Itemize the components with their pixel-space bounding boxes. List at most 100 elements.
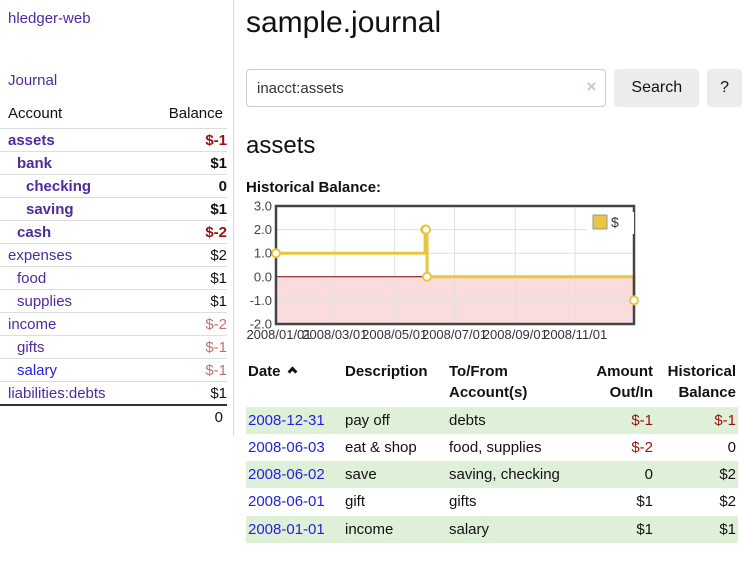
transaction-description: eat & shop	[345, 438, 417, 456]
register-header-balance: Historical Balance	[667, 363, 736, 402]
plot-border	[274, 204, 636, 326]
account-link-saving[interactable]: saving	[26, 201, 74, 218]
accounts-header-balance: Balance	[168, 105, 223, 122]
account-row: gifts $-1	[0, 335, 227, 359]
x-tick-label: 2008/03/01	[302, 327, 367, 342]
account-balance: $-2	[139, 312, 227, 336]
account-balance: $1	[139, 197, 227, 221]
account-row: liabilities:debts $1	[0, 381, 227, 405]
register-header-accounts: To/From Account(s)	[449, 363, 528, 402]
register-row: 2008-06-03 eat & shop food, supplies $-2 0	[246, 434, 738, 461]
help-button[interactable]: ?	[707, 69, 742, 107]
account-link-expenses[interactable]: expenses	[8, 247, 73, 264]
transaction-description: income	[345, 520, 394, 538]
legend-swatch	[592, 214, 608, 230]
account-balance: $1	[139, 151, 227, 175]
transaction-accounts: salary	[449, 520, 490, 538]
data-point	[271, 248, 281, 259]
register-header-description: Description	[345, 363, 428, 380]
transaction-amount: $1	[636, 493, 653, 511]
account-balance: $-2	[139, 220, 227, 244]
register-row: 2008-12-31 pay off debts $-1 $-1	[246, 406, 738, 434]
account-link-liabilities-debts[interactable]: liabilities:debts	[8, 385, 106, 402]
y-tick-label: 2.0	[254, 222, 272, 237]
x-tick-label: 2008/09/01	[483, 327, 548, 342]
register-row: 2008-06-01 gift gifts $1 $2	[246, 488, 738, 515]
account-heading: assets	[246, 132, 316, 159]
transaction-date-link[interactable]: 2008-06-02	[248, 466, 325, 484]
account-row: salary $-1	[0, 358, 227, 382]
account-link-salary[interactable]: salary	[17, 362, 58, 379]
historical-balance-chart[interactable]: $3.0 2.0 1.0 0.0 -1.0 -2.02008/01/012008/03/0…	[246, 201, 642, 345]
y-tick-label: -2.0	[250, 317, 272, 332]
accounts-header-account: Account	[8, 105, 63, 122]
register-row: 2008-01-01 income salary $1 $1	[246, 515, 738, 544]
account-link-supplies[interactable]: supplies	[17, 293, 73, 310]
transaction-date-link[interactable]: 2008-06-01	[248, 493, 325, 511]
account-row: expenses $2	[0, 243, 227, 267]
account-link-cash[interactable]: cash	[17, 224, 52, 241]
y-tick-label: 0.0	[254, 269, 272, 284]
accounts-total-row: 0	[0, 404, 227, 429]
transaction-date-link[interactable]: 2008-12-31	[248, 411, 325, 429]
transaction-description: save	[345, 466, 377, 484]
account-row: saving $1	[0, 197, 227, 221]
transaction-amount: $1	[636, 520, 653, 538]
account-balance: $1	[139, 381, 227, 405]
register-row: 2008-06-02 save saving, checking 0 $2	[246, 461, 738, 489]
search-form: × Search ?	[246, 69, 742, 107]
main-content: sample.journal × Search ? assets Histori…	[246, 0, 742, 544]
legend-label: $	[611, 214, 619, 230]
account-row: food $1	[0, 266, 227, 290]
clear-search-icon[interactable]: ×	[586, 77, 597, 96]
register-table: Date Description To/From Account(s) Amount Ou…	[246, 358, 738, 544]
account-balance: $-1	[139, 128, 227, 152]
account-link-assets[interactable]: assets	[8, 132, 55, 149]
y-tick-label: -1.0	[250, 293, 272, 308]
transaction-amount: $-2	[631, 438, 653, 456]
x-tick-label: 2008/01/01	[246, 327, 311, 342]
account-balance: 0	[139, 174, 227, 198]
account-row: income $-2	[0, 312, 227, 336]
account-link-food[interactable]: food	[17, 270, 47, 287]
transaction-balance: 0	[727, 438, 736, 456]
x-tick-label: 2008/05/01	[362, 327, 427, 342]
account-row: checking 0	[0, 174, 227, 198]
transaction-accounts: gifts	[449, 493, 477, 511]
account-link-bank[interactable]: bank	[17, 155, 53, 172]
transaction-accounts: saving, checking	[449, 466, 560, 484]
app-title-link[interactable]: hledger-web	[8, 10, 91, 27]
account-row: cash $-2	[0, 220, 227, 244]
account-link-checking[interactable]: checking	[26, 178, 92, 195]
account-link-income[interactable]: income	[8, 316, 57, 333]
transaction-balance: $2	[719, 466, 736, 484]
sort-asc-icon	[287, 366, 297, 377]
transaction-accounts: debts	[449, 411, 486, 429]
y-tick-label: 3.0	[254, 201, 272, 214]
transaction-description: gift	[345, 493, 366, 511]
y-tick-label: 1.0	[254, 246, 272, 261]
transaction-date-link[interactable]: 2008-06-03	[248, 438, 325, 456]
sidebar-item-journal[interactable]: Journal	[8, 72, 58, 89]
account-balance: $-1	[139, 358, 227, 382]
transaction-balance: $-1	[714, 411, 736, 429]
account-row: bank $1	[0, 151, 227, 175]
x-tick-label: 2008/11/01	[543, 327, 607, 342]
account-balance: $1	[139, 266, 227, 290]
x-tick-label: 2008/07/01	[422, 327, 487, 342]
account-row: supplies $1	[0, 289, 227, 313]
chart-title: Historical Balance:	[246, 179, 382, 196]
accounts-total: 0	[139, 404, 227, 429]
account-balance: $-1	[139, 335, 227, 359]
page-title: sample.journal	[246, 6, 442, 39]
transaction-date-link[interactable]: 2008-01-01	[248, 520, 325, 538]
account-link-gifts[interactable]: gifts	[17, 339, 45, 356]
register-header-amount: Amount Out/In	[596, 363, 653, 402]
account-row: assets $-1	[0, 128, 227, 152]
search-input[interactable]	[246, 69, 607, 107]
register-header-date[interactable]: Date	[246, 358, 343, 407]
data-point	[421, 224, 432, 235]
accounts-table: Account Balance assets $-1 bank $1 checking 0…	[0, 101, 227, 429]
transaction-balance: $1	[719, 520, 736, 538]
search-button[interactable]: Search	[614, 69, 700, 107]
